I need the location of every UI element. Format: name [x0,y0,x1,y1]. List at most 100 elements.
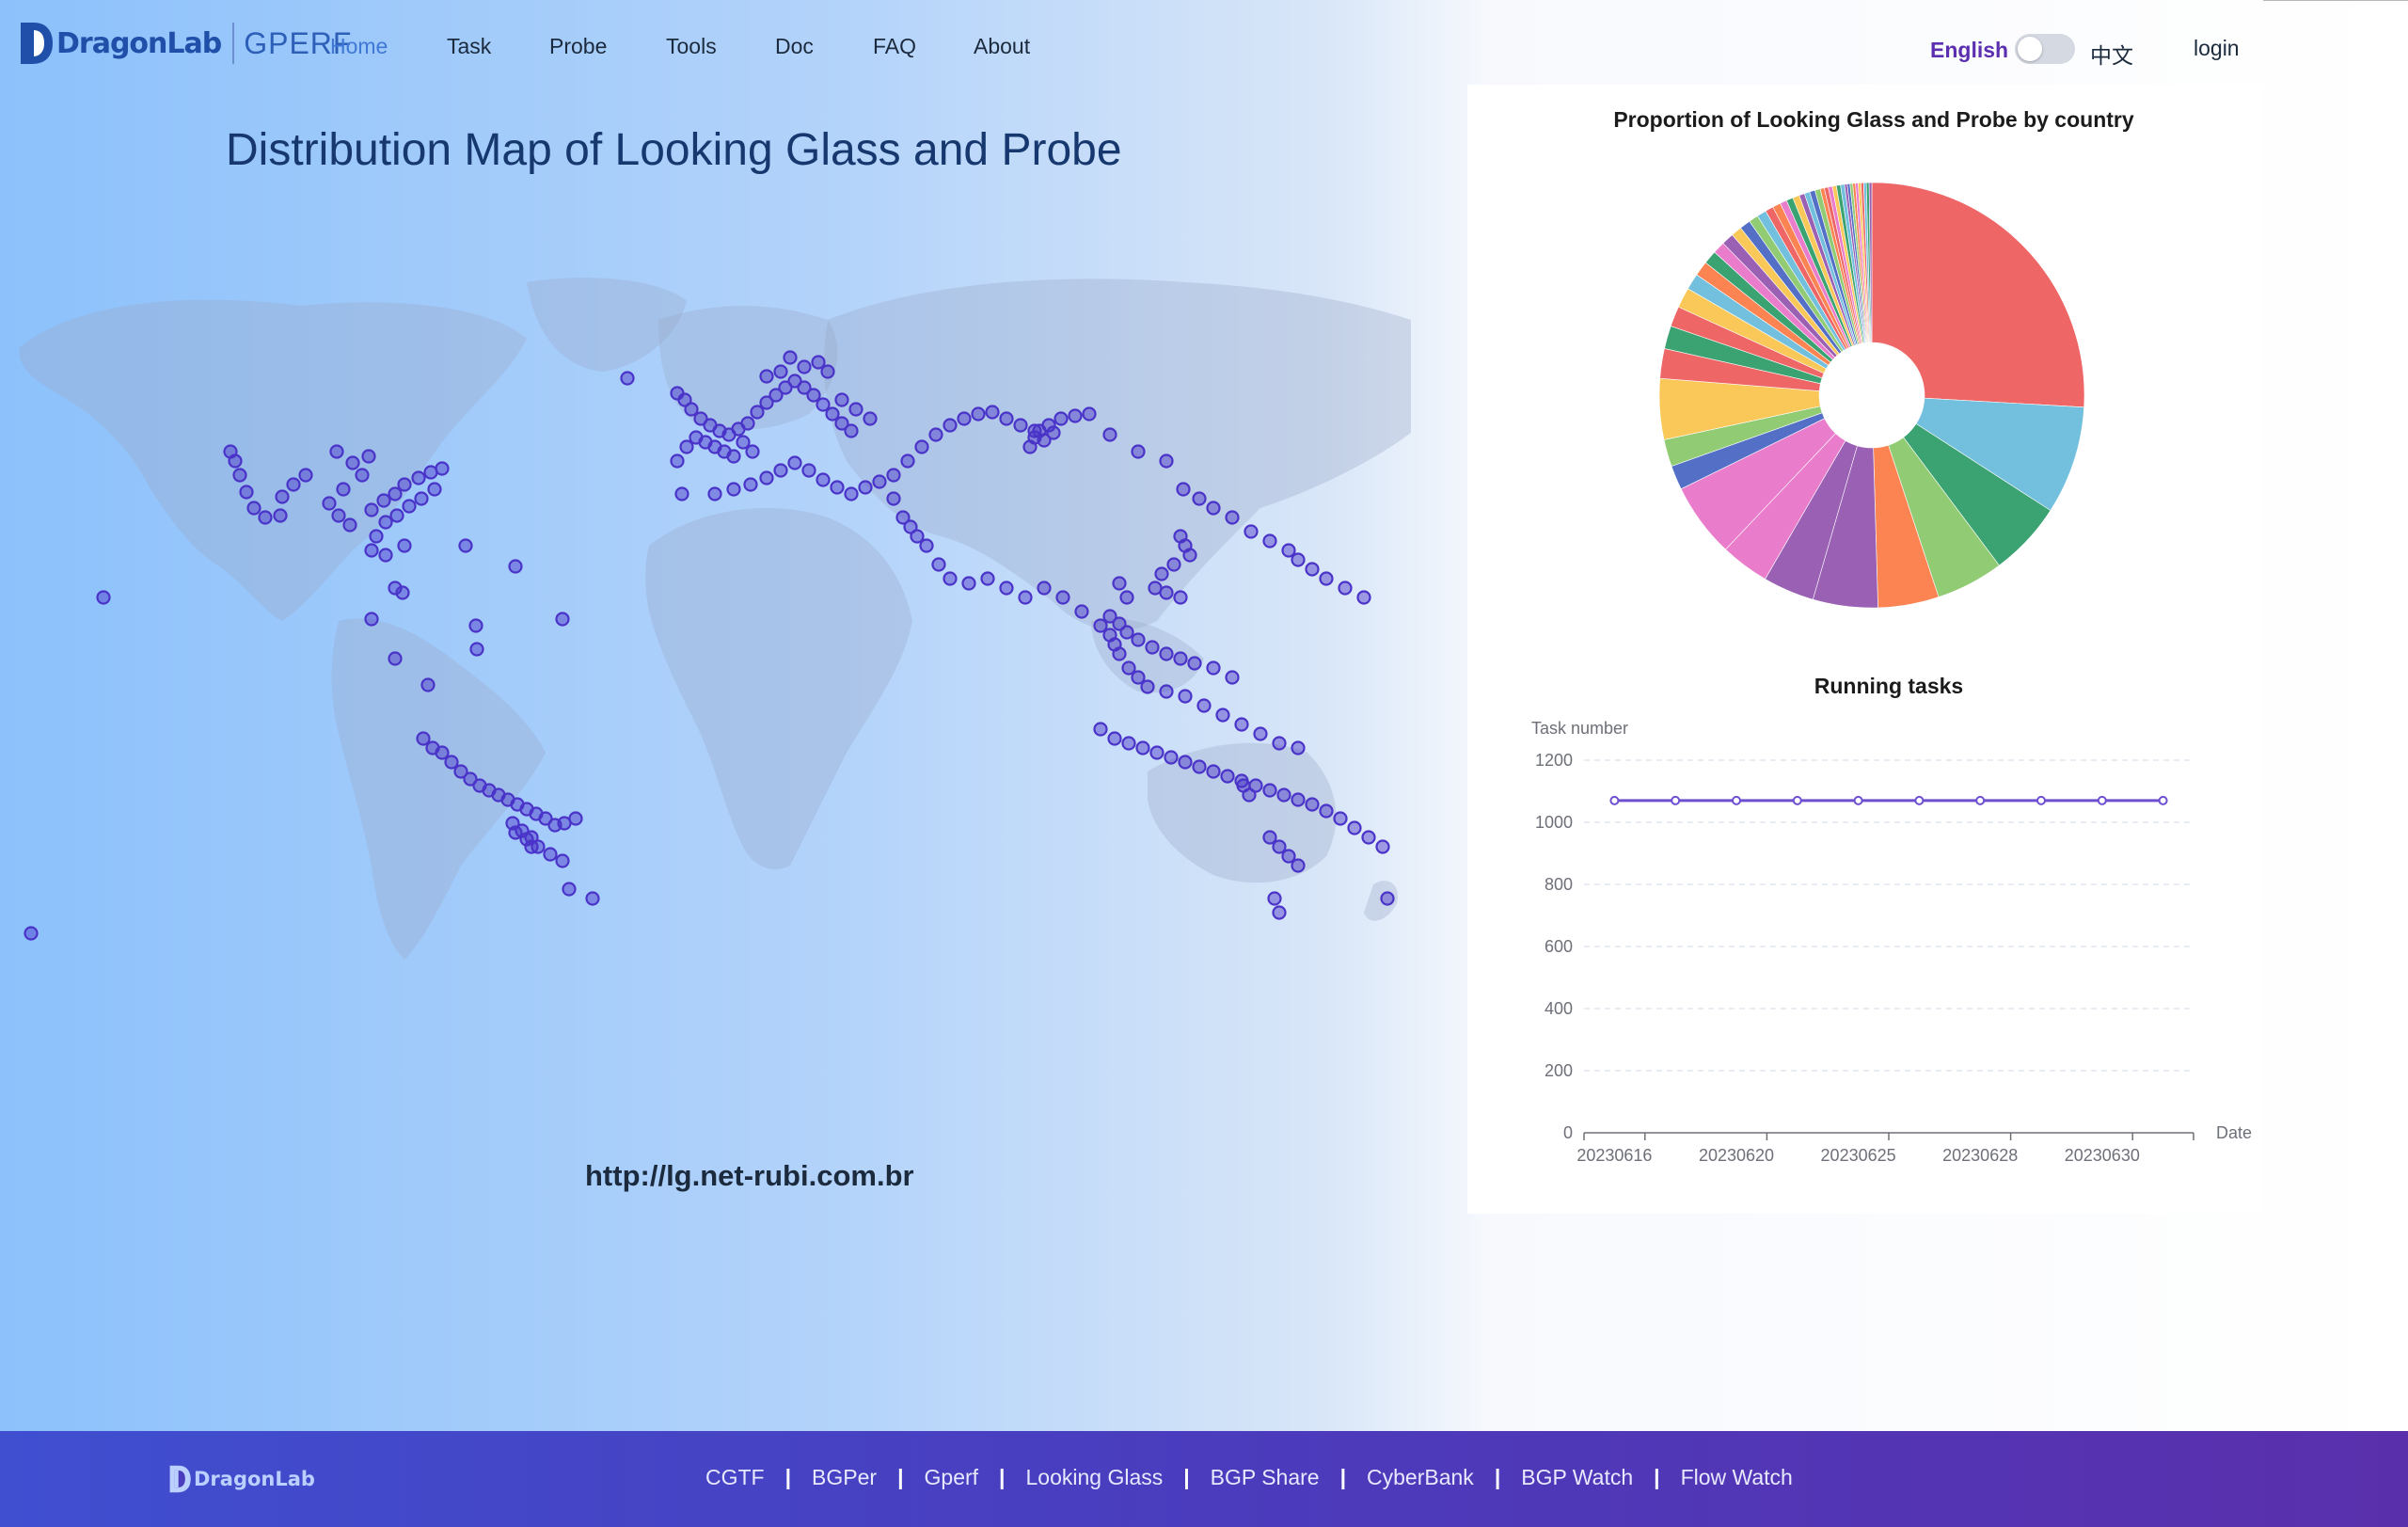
probe-marker[interactable] [1206,660,1221,676]
nav-faq[interactable]: FAQ [873,34,917,58]
probe-marker[interactable] [1276,787,1291,803]
probe-marker[interactable] [411,470,426,485]
probe-marker[interactable] [943,418,958,433]
probe-marker[interactable] [388,486,403,501]
probe-marker[interactable] [825,406,840,422]
probe-marker[interactable] [914,439,929,454]
probe-marker[interactable] [999,411,1014,426]
probe-marker[interactable] [1093,722,1108,737]
probe-marker[interactable] [331,508,346,523]
probe-marker[interactable] [1166,557,1181,572]
probe-marker[interactable] [1262,533,1277,549]
probe-marker[interactable] [1196,698,1212,713]
probe-marker[interactable] [999,581,1014,596]
probe-marker[interactable] [463,771,478,787]
probe-marker[interactable] [971,406,986,422]
probe-marker[interactable] [816,472,831,487]
pie-slice[interactable] [1915,397,2084,511]
nav-about[interactable]: About [974,34,1031,58]
probe-marker[interactable] [834,416,849,431]
probe-marker[interactable] [555,853,570,868]
probe-marker[interactable] [797,380,812,395]
selected-probe-url[interactable]: http://lg.net-rubi.com.br [585,1159,914,1192]
footer-link-bgp-share[interactable]: BGP Share [1210,1465,1320,1489]
probe-marker[interactable] [1262,783,1277,798]
probe-marker[interactable] [1176,482,1191,497]
probe-marker[interactable] [246,501,261,516]
probe-marker[interactable] [816,397,831,412]
probe-marker[interactable] [389,508,404,523]
probe-marker[interactable] [806,388,821,403]
probe-marker[interactable] [1102,427,1117,442]
login-link[interactable]: login [2194,36,2240,60]
probe-marker[interactable] [1206,501,1221,516]
probe-marker[interactable] [768,388,784,403]
footer-link-flow-watch[interactable]: Flow Watch [1680,1465,1793,1489]
probe-marker[interactable] [1272,839,1287,854]
probe-marker[interactable] [1054,411,1069,426]
probe-marker[interactable] [258,510,273,525]
probe-marker[interactable] [797,359,812,374]
nav-doc[interactable]: Doc [775,34,814,58]
probe-marker[interactable] [369,529,384,544]
probe-marker[interactable] [458,538,473,553]
probe-marker[interactable] [1145,640,1160,655]
probe-marker[interactable] [273,508,288,523]
data-point[interactable] [2097,795,2107,805]
probe-marker[interactable] [848,402,863,417]
probe-marker[interactable] [1159,684,1174,699]
world-map[interactable] [0,263,1411,997]
probe-marker[interactable] [1093,618,1108,633]
probe-marker[interactable] [232,468,247,483]
probe-marker[interactable] [740,416,755,431]
probe-marker[interactable] [726,482,741,497]
probe-marker[interactable] [1164,750,1179,765]
probe-marker[interactable] [1225,670,1240,685]
probe-marker[interactable] [787,374,802,389]
probe-marker[interactable] [1018,590,1033,605]
probe-marker[interactable] [562,882,577,897]
probe-marker[interactable] [1356,590,1371,605]
probe-marker[interactable] [435,745,450,760]
probe-marker[interactable] [931,557,946,572]
probe-marker[interactable] [275,489,290,504]
probe-marker[interactable] [1055,590,1070,605]
probe-marker[interactable] [1225,510,1240,525]
probe-marker[interactable] [787,455,802,470]
probe-marker[interactable] [1319,571,1334,586]
probe-marker[interactable] [416,731,431,746]
probe-marker[interactable] [24,926,39,941]
probe-marker[interactable] [1068,408,1083,423]
probe-marker[interactable] [505,816,520,831]
probe-marker[interactable] [1380,891,1395,906]
probe-marker[interactable] [895,510,911,525]
probe-marker[interactable] [444,755,459,770]
probe-marker[interactable] [286,477,301,492]
probe-marker[interactable] [750,405,765,420]
probe-marker[interactable] [811,355,826,370]
probe-marker[interactable] [1022,439,1038,454]
probe-marker[interactable] [928,427,943,442]
nav-task[interactable]: Task [447,34,492,58]
data-point[interactable] [2158,795,2168,805]
data-point[interactable] [2036,795,2046,805]
probe-marker[interactable] [555,612,570,627]
probe-marker[interactable] [1361,830,1376,845]
probe-marker[interactable] [1272,736,1287,751]
country-proportion-pie-chart[interactable] [1637,169,2107,621]
language-toggle[interactable] [2015,34,2075,64]
probe-marker[interactable] [378,515,393,530]
probe-marker[interactable] [543,847,558,862]
probe-marker[interactable] [1131,444,1146,459]
nav-probe[interactable]: Probe [549,34,608,58]
data-point[interactable] [1914,795,1925,805]
probe-marker[interactable] [783,350,798,365]
probe-marker[interactable] [322,496,337,511]
probe-marker[interactable] [1037,433,1052,448]
footer-link-bgp-watch[interactable]: BGP Watch [1521,1465,1634,1489]
probe-marker[interactable] [919,538,934,553]
probe-marker[interactable] [1112,576,1127,591]
probe-marker[interactable] [679,439,694,454]
probe-marker[interactable] [397,538,412,553]
probe-marker[interactable] [670,453,685,469]
